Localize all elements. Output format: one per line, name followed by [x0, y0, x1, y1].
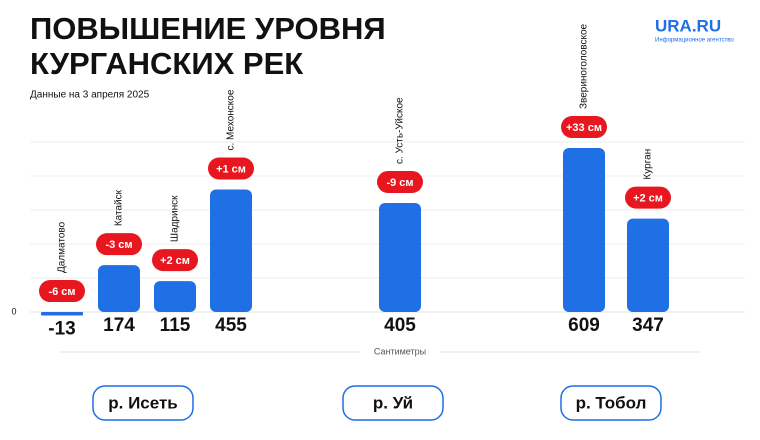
change-pill [96, 233, 142, 256]
bar [210, 189, 252, 313]
change-pill [377, 170, 423, 193]
change-pill [208, 157, 254, 180]
value-label: 609 [568, 315, 600, 336]
category-label: Катайск [114, 189, 125, 226]
chart-title: КУРГАНСКИХ РЕК [30, 46, 303, 81]
x-axis-label: Сантиметры [374, 346, 426, 356]
river-box [342, 385, 444, 421]
change-label: -9 см [386, 177, 413, 189]
change-pill [561, 116, 607, 139]
category-label: с. Усть-Уйское [395, 97, 406, 164]
bar [41, 312, 83, 316]
river-box [92, 385, 194, 421]
value-label: 347 [632, 315, 664, 336]
bar [379, 202, 421, 313]
category-label: Звериноголовское [579, 23, 590, 109]
subtitle: Данные на 3 апреля 2025 [30, 90, 150, 101]
y-tick-label: 0 [11, 306, 16, 316]
change-label: +1 см [216, 163, 246, 175]
category-label: Шадринск [170, 195, 181, 242]
category-label: Курган [643, 149, 654, 180]
value-label: 174 [103, 315, 135, 336]
category-label: с. Мехонское [226, 89, 237, 150]
river-box [560, 385, 662, 421]
value-label: 405 [384, 315, 416, 336]
river-label: р. Исеть [108, 393, 178, 412]
change-label: +33 см [566, 122, 602, 134]
change-pill [152, 249, 198, 272]
change-pill [39, 280, 85, 303]
bar [627, 218, 669, 313]
value-label: 455 [215, 315, 247, 336]
change-label: +2 см [160, 255, 190, 267]
chart-title: ПОВЫШЕНИЕ УРОВНЯ [30, 11, 386, 46]
change-pill [625, 186, 671, 209]
change-label: -6 см [48, 286, 75, 298]
bar [98, 265, 140, 313]
category-label: Далматово [57, 221, 68, 273]
axis-label-bg [360, 345, 440, 359]
logo-caption: Информационное агентство [655, 38, 734, 44]
value-label: 115 [160, 315, 191, 336]
river-label: р. Уй [373, 393, 413, 412]
change-label: -3 см [105, 239, 132, 251]
change-label: +2 см [633, 192, 663, 204]
bar [563, 148, 605, 313]
bar [154, 281, 196, 313]
river-label: р. Тобол [576, 393, 647, 412]
value-label: -13 [48, 319, 75, 340]
logo: URA.RU [655, 16, 721, 35]
